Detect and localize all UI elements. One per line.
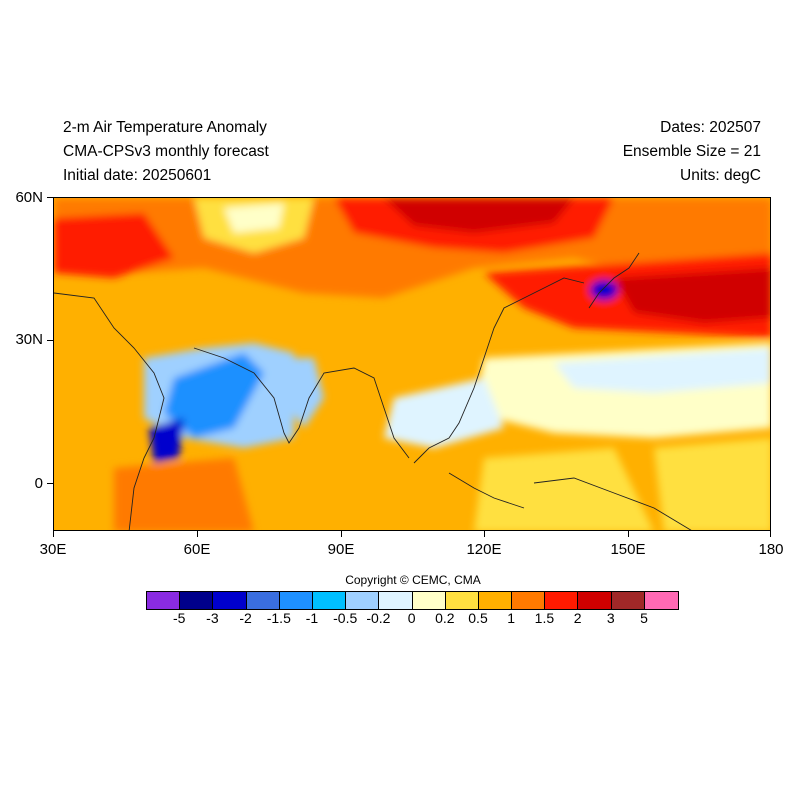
lon-tick [341,531,342,537]
colorbar-swatch [445,592,479,609]
colorbar-swatch [246,592,280,609]
colorbar-label: 0 [407,610,416,626]
lon-label-30e: 30E [39,541,67,558]
colorbar-label: -0.5 [333,610,358,626]
lat-label-0: 0 [34,475,43,492]
colorbar-label: 2 [573,610,582,626]
ensemble-size: Ensemble Size = 21 [622,143,761,160]
lon-tick [770,531,771,537]
colorbar-label: -2 [239,610,252,626]
colorbar-swatch [478,592,513,609]
coastlines [54,252,692,530]
anomaly-field [54,198,770,530]
lon-tick [197,531,198,537]
lon-label-60e: 60E [183,541,211,558]
lon-label-90e: 90E [327,541,355,558]
forecast-dates: Dates: 202507 [660,119,761,136]
colorbar-swatch [379,592,413,609]
header-right: Dates: 202507 Ensemble Size = 21 Units: … [623,116,761,188]
colorbar-label: 1 [507,610,516,626]
lat-label-30n: 30N [15,331,43,348]
map-title: 2-m Air Temperature Anomaly [63,119,267,136]
lon-tick [628,531,629,537]
lat-tick [47,483,53,484]
colorbar [146,591,679,610]
colorbar-label: -5 [172,610,186,626]
units-label: Units: degC [680,167,761,184]
lon-label-180: 180 [758,541,784,558]
colorbar-swatch [279,592,313,609]
colorbar-swatch [312,592,347,609]
colorbar-swatch [412,592,446,609]
colorbar-label: 3 [606,610,615,626]
colorbar-label: -1 [305,610,319,626]
colorbar-swatch [578,592,612,609]
colorbar-label: 0.5 [468,610,488,626]
colorbar-label: 0.2 [435,610,455,626]
lon-label-150e: 150E [610,541,646,558]
colorbar-swatch [611,592,645,609]
lat-tick [47,197,53,198]
model-name: CMA-CPSv3 monthly forecast [63,143,269,160]
lon-tick [53,531,54,537]
colorbar-swatch [512,592,546,609]
colorbar-label: 1.5 [534,610,555,626]
colorbar-swatch [180,592,214,609]
lat-tick [47,340,53,341]
lon-tick [484,531,485,537]
colorbar-label: -3 [206,610,219,626]
colorbar-label: -1.5 [266,610,291,626]
copyright-notice: Copyright © CEMC, CMA [345,573,481,587]
lon-label-120e: 120E [466,541,502,558]
colorbar-swatch [147,592,181,609]
colorbar-swatch [644,592,678,609]
header-left: 2-m Air Temperature Anomaly CMA-CPSv3 mo… [63,116,269,188]
colorbar-swatch [213,592,247,609]
colorbar-label: 5 [640,610,648,626]
colorbar-swatch [545,592,579,609]
colorbar-swatch [346,592,380,609]
colorbar-label: -0.2 [366,610,391,626]
initial-date: Initial date: 20250601 [63,167,212,184]
lat-label-60n: 60N [15,189,43,206]
anomaly-map [53,197,771,531]
